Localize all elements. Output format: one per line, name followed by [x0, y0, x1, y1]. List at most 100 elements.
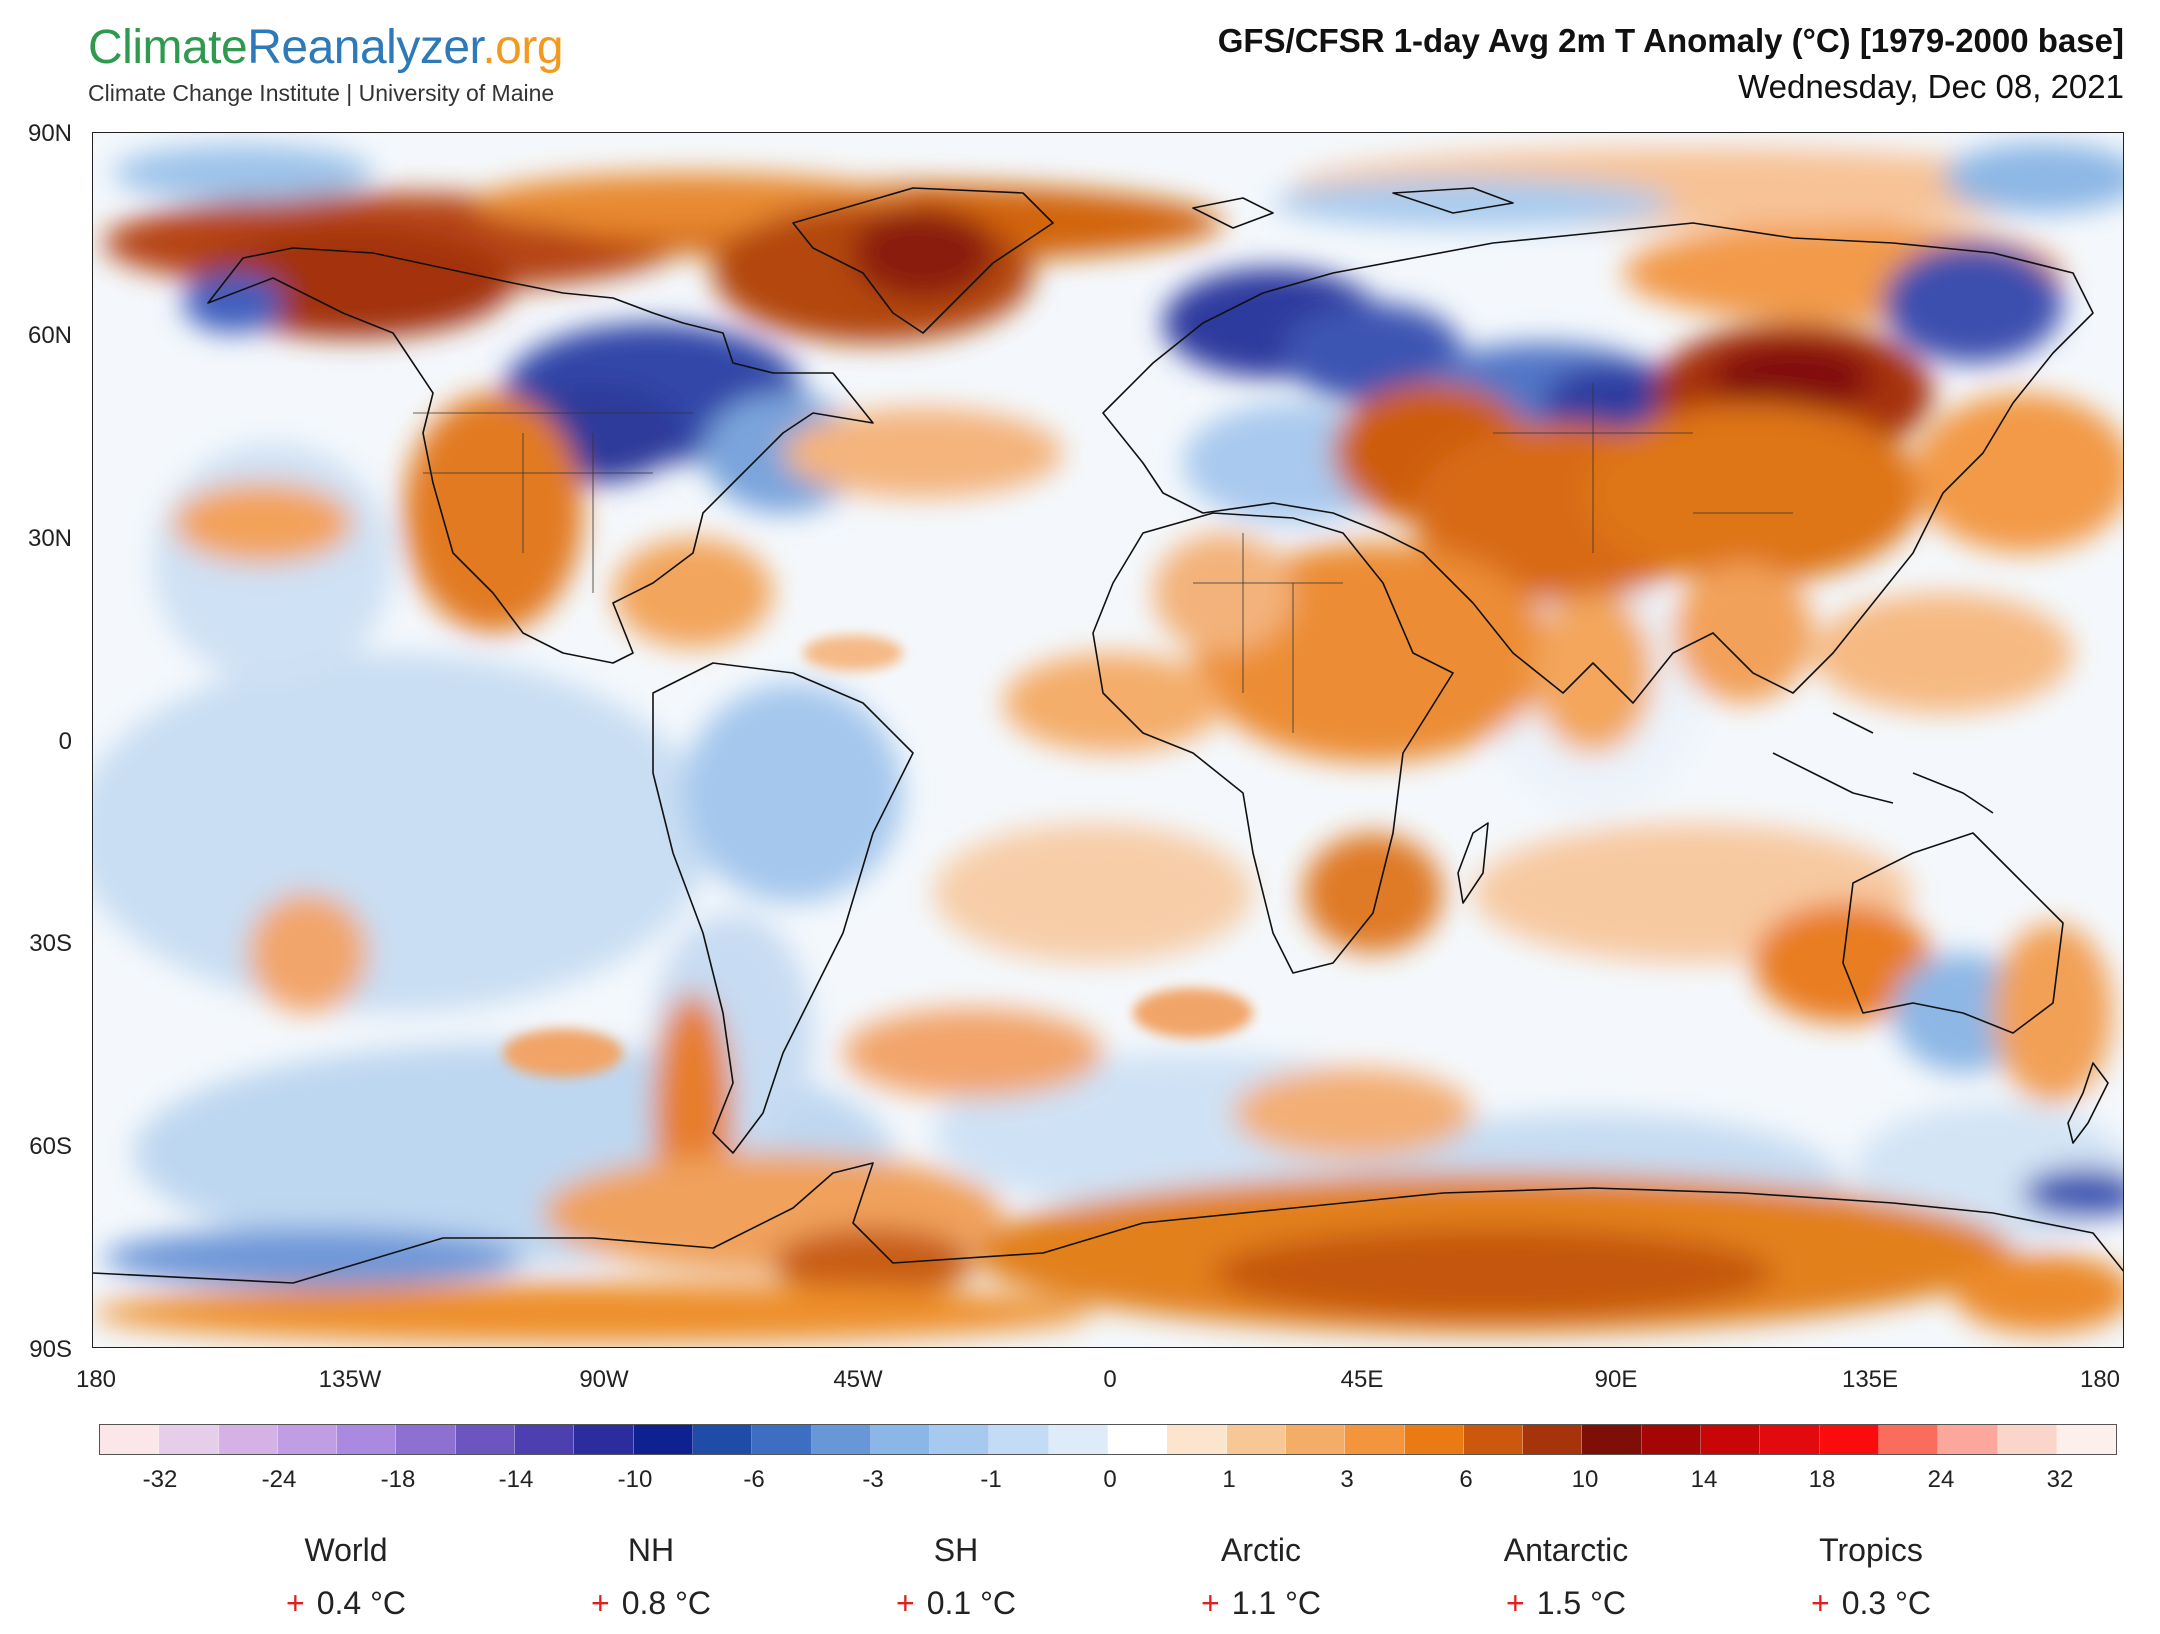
colorbar-swatch — [752, 1425, 812, 1454]
stat-world-label: World — [304, 1532, 388, 1568]
colorbar-swatch — [989, 1425, 1049, 1454]
colorbar-tick: 3 — [1340, 1466, 1354, 1493]
stat-arctic: Arctic +1.1 °C — [1151, 1532, 1371, 1622]
colorbar-tick: 0 — [1103, 1466, 1117, 1493]
stat-antarctic-label: Antarctic — [1503, 1532, 1629, 1568]
stat-tropics-label: Tropics — [1819, 1532, 1923, 1568]
lat-label-30n: 30N — [27, 525, 72, 552]
stat-world-value-row: +0.4 °C — [236, 1585, 456, 1622]
coast-eurasia — [1102, 222, 2094, 704]
plus-sign-icon: + — [896, 1585, 915, 1621]
lon-label-45e: 45E — [1340, 1366, 1384, 1393]
colorbar-swatch — [870, 1425, 931, 1454]
colorbar-swatch — [930, 1425, 990, 1454]
map-date: Wednesday, Dec 08, 2021 — [1738, 68, 2124, 105]
colorbar-swatch — [574, 1425, 634, 1454]
stat-sh-value: 0.1 °C — [926, 1585, 1016, 1621]
stat-antarctic-value: 1.5 °C — [1536, 1585, 1626, 1621]
plus-sign-icon: + — [286, 1585, 305, 1621]
map-title: GFS/CFSR 1-day Avg 2m T Anomaly (°C) [19… — [1217, 22, 2124, 59]
stat-tropics-value: 0.3 °C — [1841, 1585, 1931, 1621]
colorbar-tick: -10 — [617, 1466, 653, 1493]
colorbar-tick: -3 — [862, 1466, 884, 1493]
stat-sh-value-row: +0.1 °C — [846, 1585, 1066, 1622]
colorbar-swatch — [455, 1425, 516, 1454]
map-header: GFS/CFSR 1-day Avg 2m T Anomaly (°C) [19… — [1218, 20, 2124, 106]
colorbar-tick: 10 — [1571, 1466, 1599, 1493]
stat-sh: SH +0.1 °C — [846, 1532, 1066, 1622]
colorbar-tick: 18 — [1808, 1466, 1836, 1493]
stat-nh-value: 0.8 °C — [621, 1585, 711, 1621]
lat-label-30s: 30S — [29, 930, 72, 957]
stat-tropics-value-row: +0.3 °C — [1761, 1585, 1981, 1622]
colorbar-swatch — [1997, 1425, 2057, 1454]
coast-new-zealand — [2067, 1062, 2109, 1144]
lat-label-60n: 60N — [27, 322, 72, 349]
lon-label-180w: 180 — [75, 1366, 117, 1393]
colorbar-tick: 14 — [1690, 1466, 1718, 1493]
lon-label-45w: 45W — [833, 1366, 883, 1393]
fine-texture — [503, 635, 1253, 1077]
colorbar-tick: -32 — [142, 1466, 178, 1493]
colorbar-swatch — [337, 1425, 397, 1454]
colorbar-tick: -1 — [980, 1466, 1002, 1493]
plus-sign-icon: + — [1201, 1585, 1220, 1621]
colorbar-swatch — [1404, 1425, 1464, 1454]
logo-part-1: Climate — [88, 21, 248, 74]
stat-arctic-value: 1.1 °C — [1231, 1585, 1321, 1621]
lon-label-90w: 90W — [579, 1366, 629, 1393]
lat-label-60s: 60S — [29, 1133, 72, 1160]
coast-madagascar — [1457, 822, 1489, 904]
borders-us — [413, 412, 693, 593]
colorbar-tick: -18 — [380, 1466, 416, 1493]
stat-sh-label: SH — [933, 1532, 979, 1568]
colorbar-swatch — [1108, 1425, 1168, 1454]
coast-indonesia — [1772, 712, 1994, 814]
colorbar-swatch — [1285, 1425, 1346, 1454]
anomaly-field — [93, 143, 2123, 1343]
coast-north-america — [207, 247, 874, 664]
stat-arctic-label: Arctic — [1221, 1532, 1301, 1568]
stat-antarctic: Antarctic +1.5 °C — [1456, 1532, 1676, 1622]
coast-africa — [1092, 512, 1454, 974]
colorbar-swatch — [1523, 1425, 1583, 1454]
lat-label-0: 0 — [58, 728, 72, 755]
colorbar-tick: -14 — [498, 1466, 534, 1493]
colorbar-swatch — [159, 1425, 219, 1454]
site-logo[interactable]: ClimateReanalyzer.org Climate Change Ins… — [88, 20, 564, 107]
colorbar-swatch — [1641, 1425, 1702, 1454]
lat-label-90s: 90S — [29, 1336, 72, 1363]
anomaly-map-canvas — [93, 133, 2123, 1347]
colorbar-swatch — [1048, 1425, 1109, 1454]
anomaly-map[interactable] — [92, 132, 2124, 1348]
borders-africa — [1193, 533, 1343, 733]
colorbar-tick: 1 — [1222, 1466, 1236, 1493]
coast-arctic-islands — [1192, 187, 1514, 229]
country-borders — [413, 383, 1793, 733]
colorbar-tick: 6 — [1459, 1466, 1473, 1493]
logo-part-3: .org — [482, 21, 564, 74]
coastlines — [93, 187, 2123, 1284]
logo-wordmark: ClimateReanalyzer.org — [88, 20, 564, 76]
coast-australia — [1842, 832, 2064, 1034]
colorbar-swatch — [633, 1425, 693, 1454]
colorbar-legend — [99, 1424, 2117, 1455]
lon-label-180e: 180 — [2079, 1366, 2121, 1393]
colorbar-swatch — [277, 1425, 338, 1454]
stat-nh: NH +0.8 °C — [541, 1532, 761, 1622]
colorbar-swatch — [1463, 1425, 1524, 1454]
coast-greenland — [792, 187, 1054, 334]
colorbar-swatch — [1760, 1425, 1820, 1454]
colorbar-swatch — [2056, 1425, 2117, 1454]
colorbar-swatch — [1819, 1425, 1879, 1454]
stat-antarctic-value-row: +1.5 °C — [1456, 1585, 1676, 1622]
colorbar-swatch — [1582, 1425, 1642, 1454]
lon-label-135w: 135W — [318, 1366, 382, 1393]
colorbar-swatch — [1938, 1425, 1998, 1454]
stat-world: World +0.4 °C — [236, 1532, 456, 1622]
logo-part-2: Reanalyzer — [247, 21, 483, 74]
colorbar-tick: 24 — [1927, 1466, 1955, 1493]
colorbar-swatch — [1878, 1425, 1939, 1454]
plus-sign-icon: + — [1811, 1585, 1830, 1621]
lon-label-90e: 90E — [1594, 1366, 1638, 1393]
